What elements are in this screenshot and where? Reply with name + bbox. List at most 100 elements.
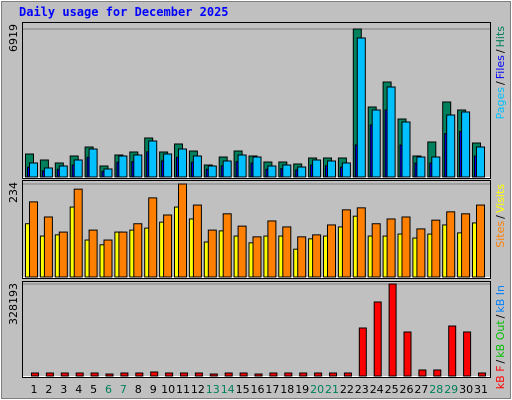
bar — [341, 162, 351, 178]
x-tick-label: 26 — [400, 383, 414, 396]
legend-separator: / — [494, 215, 507, 219]
bar — [148, 197, 158, 278]
bar — [58, 165, 68, 178]
x-tick-label: 9 — [150, 383, 157, 396]
bar — [120, 372, 129, 377]
x-tick-label: 24 — [370, 383, 384, 396]
bar — [388, 283, 397, 377]
x-tick-label: 2 — [45, 383, 52, 396]
bar — [237, 154, 247, 178]
x-tick-label: 27 — [414, 383, 428, 396]
bar — [386, 218, 396, 278]
bar — [446, 211, 456, 278]
bar — [222, 213, 232, 278]
bar — [43, 216, 53, 278]
x-tick-label: 30 — [459, 383, 473, 396]
x-tick-label: 23 — [355, 383, 369, 396]
bar — [418, 369, 427, 377]
bar — [222, 160, 232, 178]
bar — [224, 372, 233, 377]
bar — [401, 216, 411, 278]
bar — [192, 204, 202, 278]
bar — [446, 114, 456, 178]
y-tick-label: 234 — [7, 182, 20, 203]
plot-frame — [22, 22, 491, 179]
bar — [73, 188, 83, 278]
bar — [150, 371, 159, 377]
bar — [58, 231, 68, 278]
bar — [312, 159, 322, 178]
bar — [239, 372, 248, 377]
bar — [269, 372, 278, 377]
x-tick-label: 15 — [236, 383, 250, 396]
bar — [237, 225, 247, 278]
bar — [284, 372, 293, 377]
bar — [43, 167, 53, 178]
bar — [194, 372, 203, 377]
x-tick-label: 10 — [161, 383, 175, 396]
bar — [252, 236, 262, 278]
bar — [207, 165, 217, 178]
bar — [327, 160, 336, 178]
bar — [29, 201, 38, 278]
bar — [297, 236, 307, 278]
bar — [207, 229, 217, 278]
bar — [135, 372, 144, 377]
bar — [401, 121, 411, 178]
bar — [312, 234, 322, 278]
bar — [358, 327, 367, 377]
x-tick-label: 6 — [105, 383, 112, 396]
bar — [416, 156, 426, 178]
bar — [180, 372, 188, 377]
bar — [103, 168, 113, 178]
bar — [431, 219, 441, 278]
bar — [476, 204, 485, 278]
bar — [461, 213, 471, 278]
legend-separator: / — [494, 49, 507, 53]
bar — [327, 224, 336, 278]
x-tick-label: 14 — [221, 383, 235, 396]
bar — [118, 155, 128, 178]
legend-entry: Visits — [494, 184, 507, 213]
bar — [31, 372, 39, 377]
plot-frame — [22, 281, 491, 378]
bar — [254, 373, 263, 377]
bar — [373, 301, 382, 377]
bar — [133, 223, 143, 278]
x-tick-label: 5 — [90, 383, 97, 396]
bar — [103, 239, 113, 278]
bar — [192, 155, 202, 178]
bar — [148, 140, 158, 178]
bar — [371, 109, 381, 178]
legend-entry: Sites — [494, 221, 507, 248]
bar — [461, 111, 471, 178]
bar — [29, 162, 38, 178]
x-tick-label: 18 — [280, 383, 294, 396]
x-tick-label: 20 — [310, 383, 324, 396]
x-tick-label: 29 — [444, 383, 458, 396]
bar — [299, 372, 308, 377]
legend-separator: / — [494, 359, 507, 363]
x-tick-label: 7 — [120, 383, 127, 396]
x-tick-label: 31 — [474, 383, 488, 396]
bar — [88, 148, 98, 178]
bar — [178, 183, 187, 278]
bar — [371, 223, 381, 278]
bar — [45, 372, 54, 377]
x-tick-label: 12 — [191, 383, 205, 396]
x-tick-label: 3 — [60, 383, 67, 396]
x-tick-label: 28 — [429, 383, 443, 396]
bar — [88, 229, 98, 278]
legend-entry: Files — [494, 55, 507, 79]
bar — [267, 165, 277, 178]
chart-title: Daily usage for December 2025 — [19, 5, 229, 19]
bar — [341, 209, 351, 278]
legend-separator: / — [494, 314, 507, 318]
bar — [297, 166, 307, 178]
bar — [267, 220, 277, 278]
bar — [386, 86, 396, 178]
bar — [73, 159, 83, 178]
bar — [163, 153, 173, 178]
legend-separator: / — [494, 81, 507, 85]
